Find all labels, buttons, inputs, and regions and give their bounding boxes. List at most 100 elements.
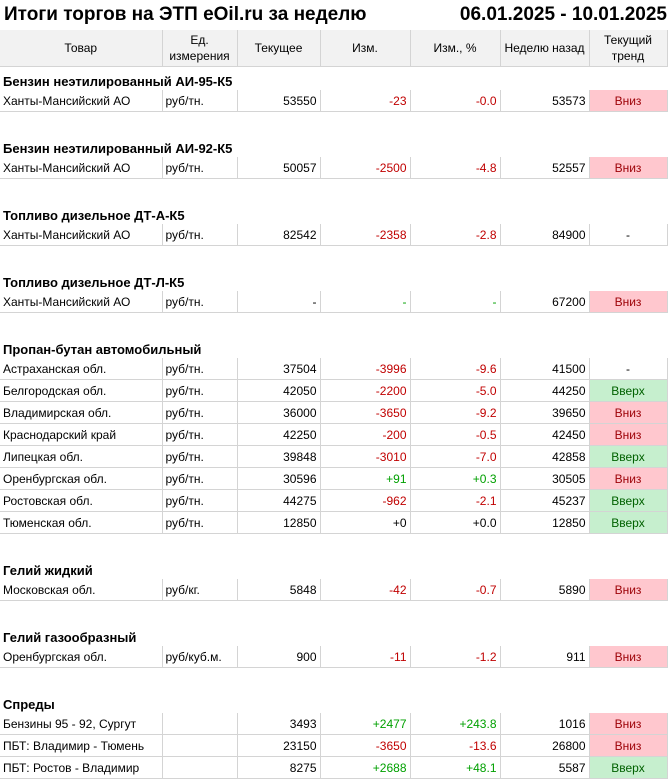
header-change: Изм. <box>320 30 411 67</box>
table-row: Ханты-Мансийский АО руб/тн. 82542 -2358 -2.8… <box>0 224 668 246</box>
cell-change: -962 <box>320 489 411 512</box>
cell-trend: Вниз <box>589 646 668 668</box>
table-row: Оренбургская обл. руб/тн. 30596 +91 +0.3 3050… <box>0 467 668 490</box>
section-title: Гелий жидкий <box>3 563 93 578</box>
cell-region: Тюменская обл. <box>0 511 163 534</box>
table-row: Оренбургская обл. руб/куб.м. 900 -11 -1.2 911… <box>0 646 668 668</box>
cell-change: -2500 <box>320 157 411 179</box>
report-date-range: 06.01.2025 - 10.01.2025 <box>459 4 667 25</box>
cell-week-ago: 67200 <box>500 291 590 313</box>
cell-week-ago: 84900 <box>500 224 590 246</box>
cell-unit: руб/тн. <box>162 489 238 512</box>
cell-week-ago: 30505 <box>500 467 590 490</box>
cell-region: Ханты-Мансийский АО <box>0 224 163 246</box>
cell-current: 53550 <box>237 90 321 112</box>
cell-trend: Вниз <box>589 401 668 424</box>
section-spacer <box>0 246 667 269</box>
cell-region: Московская обл. <box>0 579 163 601</box>
cell-unit <box>162 713 238 735</box>
table-row: Ростовская обл. руб/тн. 44275 -962 -2.1 45237… <box>0 489 668 512</box>
cell-unit: руб/тн. <box>162 291 238 313</box>
cell-current: 50057 <box>237 157 321 179</box>
cell-change: -11 <box>320 646 411 668</box>
cell-unit <box>162 756 238 779</box>
table-row: ПБТ: Владимир - Тюмень 23150 -3650 -13.6 268… <box>0 734 668 757</box>
table-row: Ханты-Мансийский АО руб/тн. 53550 -23 -0.0 53… <box>0 90 668 112</box>
cell-current: 12850 <box>237 511 321 534</box>
cell-change-pct: -1.2 <box>410 646 501 668</box>
cell-change-pct: -13.6 <box>410 734 501 757</box>
section-spacer <box>0 534 667 557</box>
table-row: Белгородская обл. руб/тн. 42050 -2200 -5.0 44… <box>0 379 668 402</box>
cell-unit: руб/тн. <box>162 379 238 402</box>
cell-change: +2688 <box>320 756 411 779</box>
section-spacer <box>0 601 667 624</box>
cell-current: 39848 <box>237 445 321 468</box>
section-header-row: Бензин неэтилированный АИ-95-К5 <box>0 67 667 91</box>
report-title: Итоги торгов на ЭТП eOil.ru за неделю <box>4 4 367 25</box>
cell-change-pct: +48.1 <box>410 756 501 779</box>
section-header-row: Топливо дизельное ДТ-Л-К5 <box>0 268 667 291</box>
header-week-ago: Неделю назад <box>500 30 590 67</box>
table-row: Краснодарский край руб/тн. 42250 -200 -0.5 42… <box>0 423 668 446</box>
cell-current: 3493 <box>237 713 321 735</box>
cell-unit: руб/тн. <box>162 90 238 112</box>
cell-change-pct: -9.6 <box>410 358 501 380</box>
cell-trend: Вверх <box>589 756 668 779</box>
cell-week-ago: 41500 <box>500 358 590 380</box>
table-row: Липецкая обл. руб/тн. 39848 -3010 -7.0 42858 В… <box>0 445 668 468</box>
section-title: Спреды <box>3 697 55 712</box>
cell-week-ago: 44250 <box>500 379 590 402</box>
cell-trend: Вниз <box>589 90 668 112</box>
cell-trend: Вниз <box>589 291 668 313</box>
cell-trend: Вверх <box>589 511 668 534</box>
cell-change-pct: -0.0 <box>410 90 501 112</box>
table-row: Ханты-Мансийский АО руб/тн. - - -67200 Вниз <box>0 291 668 313</box>
cell-change: - <box>320 291 411 313</box>
cell-region: ПБТ: Ростов - Владимир <box>0 756 163 779</box>
cell-change: -42 <box>320 579 411 601</box>
section-header-row: Гелий газообразный <box>0 623 667 646</box>
cell-change-pct: +0.0 <box>410 511 501 534</box>
cell-change: +0 <box>320 511 411 534</box>
table-row: ПБТ: Ростов - Владимир 8275 +2688 +48.1 5587… <box>0 756 668 779</box>
section-header-row: Гелий жидкий <box>0 556 667 579</box>
section-title: Бензин неэтилированный АИ-92-К5 <box>3 141 233 156</box>
cell-change-pct: -9.2 <box>410 401 501 424</box>
cell-region: Оренбургская обл. <box>0 646 163 668</box>
cell-region: Бензины 95 - 92, Сургут <box>0 713 163 735</box>
cell-change-pct: -2.8 <box>410 224 501 246</box>
section-spacer <box>0 668 667 691</box>
cell-current: 8275 <box>237 756 321 779</box>
cell-change: -3650 <box>320 401 411 424</box>
cell-current: 900 <box>237 646 321 668</box>
cell-change-pct: -7.0 <box>410 445 501 468</box>
section-spacer <box>0 179 667 202</box>
section-header-row: Бензин неэтилированный АИ-92-К5 <box>0 134 667 157</box>
cell-current: 82542 <box>237 224 321 246</box>
cell-week-ago: 53573 <box>500 90 590 112</box>
cell-trend: Вниз <box>589 579 668 601</box>
cell-unit: руб/тн. <box>162 423 238 446</box>
trading-results-table: Товар Ед. измерения Текущее Изм. Изм., %… <box>0 30 668 779</box>
cell-change: -3650 <box>320 734 411 757</box>
cell-region: ПБТ: Владимир - Тюмень <box>0 734 163 757</box>
table-row: Тюменская обл. руб/тн. 12850 +0 +0.0 12850 Вве… <box>0 511 668 534</box>
cell-region: Ханты-Мансийский АО <box>0 291 163 313</box>
cell-trend: - <box>589 224 668 246</box>
cell-region: Астраханская обл. <box>0 358 163 380</box>
cell-unit: руб/тн. <box>162 467 238 490</box>
header-product: Товар <box>0 30 163 67</box>
cell-region: Ханты-Мансийский АО <box>0 90 163 112</box>
cell-region: Ханты-Мансийский АО <box>0 157 163 179</box>
cell-trend: Вниз <box>589 157 668 179</box>
cell-unit: руб/тн. <box>162 358 238 380</box>
cell-trend: Вверх <box>589 379 668 402</box>
cell-unit: руб/куб.м. <box>162 646 238 668</box>
cell-trend: Вверх <box>589 445 668 468</box>
section-title: Топливо дизельное ДТ-Л-К5 <box>3 275 185 290</box>
cell-trend: - <box>589 358 668 380</box>
cell-change-pct: -4.8 <box>410 157 501 179</box>
cell-change-pct: -0.7 <box>410 579 501 601</box>
table-row: Московская обл. руб/кг. 5848 -42 -0.7 5890 Вни… <box>0 579 668 601</box>
